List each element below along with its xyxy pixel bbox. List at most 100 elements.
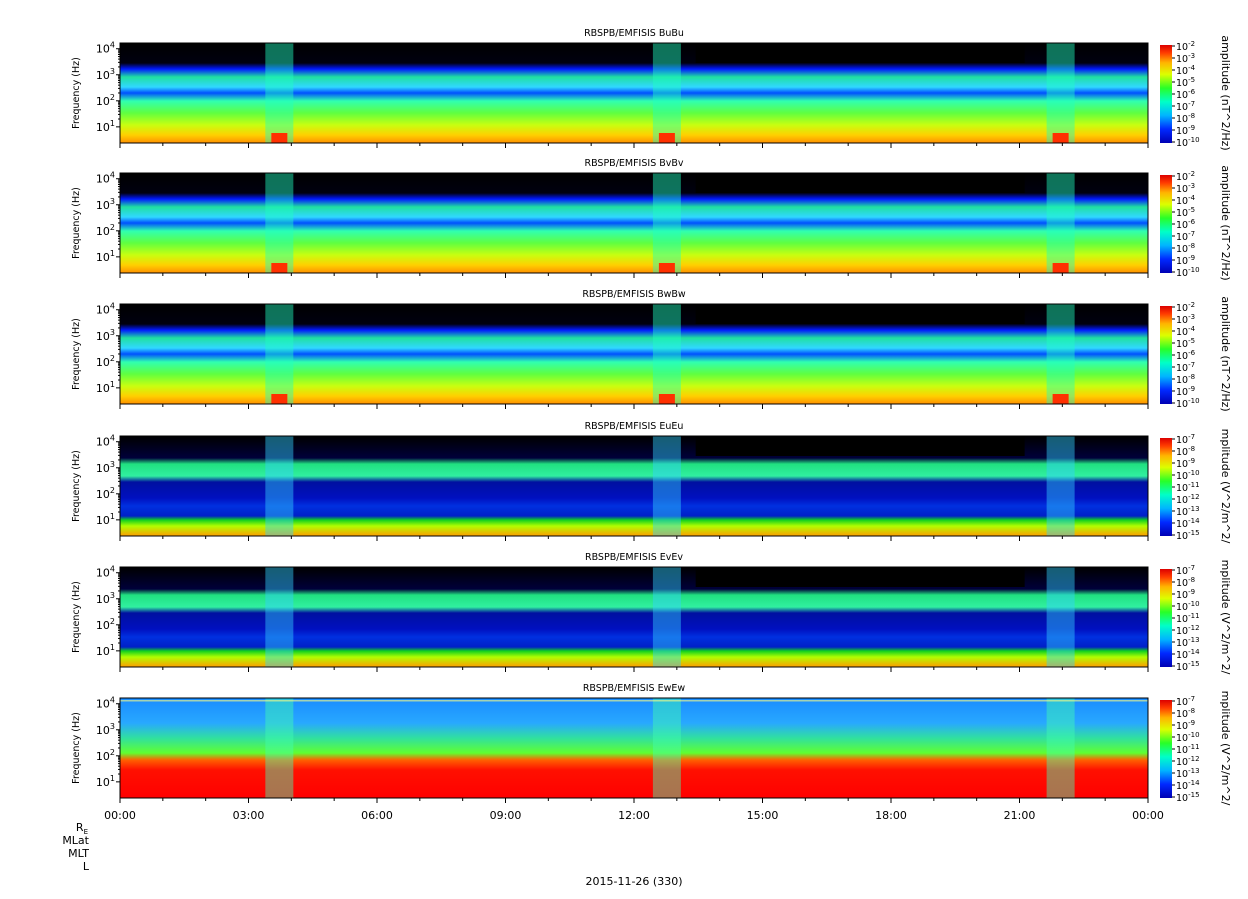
panel-title: RBSPB/EMFISIS BwBw — [582, 289, 686, 300]
panel-title: RBSPB/EMFISIS BuBu — [584, 28, 684, 39]
colorbar-tick-label: 10-14 — [1176, 517, 1200, 530]
colorbar-label: mplitude (V^2/m^2/ — [1219, 560, 1232, 675]
y-axis-label: Frequency (Hz) — [71, 712, 82, 784]
colorbar-tick-label: 10-7 — [1176, 695, 1195, 708]
perigee-feature — [1046, 567, 1075, 667]
colorbar-tick-label: 10-7 — [1176, 100, 1195, 113]
y-tick-label: 102 — [96, 486, 115, 501]
colorbar — [1160, 438, 1172, 536]
x-tick-label: 00:00 — [104, 809, 136, 822]
perigee-feature — [652, 173, 681, 273]
ephemeris-labels: RE MLat MLT L — [62, 821, 90, 873]
y-tick-label: 101 — [96, 643, 115, 658]
colorbar-tick-label: 10-7 — [1176, 361, 1195, 374]
y-axis-label: Frequency (Hz) — [71, 581, 82, 653]
perigee-feature — [652, 436, 681, 536]
colorbar-label: mplitude (V^2/m^2/ — [1219, 429, 1232, 544]
panel-title: RBSPB/EMFISIS EvEv — [585, 552, 683, 563]
y-tick-label: 104 — [96, 302, 115, 317]
colorbar-tick-label: 10-3 — [1176, 313, 1195, 326]
y-tick-label: 103 — [96, 591, 115, 606]
perigee-hotspot — [271, 394, 288, 404]
colorbar-tick-label: 10-14 — [1176, 648, 1200, 661]
perigee-hotspot — [658, 394, 675, 404]
y-axis-label: Frequency (Hz) — [71, 187, 82, 259]
colorbar — [1160, 306, 1172, 404]
x-tick-label: 15:00 — [747, 809, 779, 822]
colorbar-tick-label: 10-8 — [1176, 373, 1195, 386]
perigee-feature — [1046, 304, 1075, 404]
y-tick-label: 101 — [96, 512, 115, 527]
panel-5: RBSPB/EMFISIS EvEv 101 102 103 104 Frequency … — [71, 552, 1232, 675]
y-tick-label: 102 — [96, 748, 115, 763]
quiet-region — [695, 567, 1025, 587]
date-label: 2015-11-26 (330) — [585, 875, 682, 888]
x-tick-label: 09:00 — [490, 809, 522, 822]
row-label-l: L — [83, 860, 90, 873]
y-tick-label: 102 — [96, 617, 115, 632]
perigee-feature — [265, 567, 294, 667]
y-axis-label: Frequency (Hz) — [71, 450, 82, 522]
y-tick-label: 102 — [96, 354, 115, 369]
colorbar-tick-label: 10-3 — [1176, 182, 1195, 195]
colorbar-tick-label: 10-10 — [1176, 266, 1200, 279]
colorbar — [1160, 175, 1172, 273]
colorbar-tick-label: 10-15 — [1176, 660, 1200, 673]
line-feature — [120, 700, 1148, 702]
colorbar-tick-label: 10-8 — [1176, 576, 1195, 589]
perigee-feature — [265, 173, 294, 273]
y-tick-label: 103 — [96, 460, 115, 475]
perigee-feature — [652, 698, 681, 798]
y-tick-label: 102 — [96, 93, 115, 108]
colorbar-tick-label: 10-9 — [1176, 254, 1195, 267]
colorbar-tick-label: 10-10 — [1176, 600, 1200, 613]
y-tick-label: 104 — [96, 171, 115, 186]
quiet-region — [695, 173, 1025, 193]
colorbar-tick-label: 10-14 — [1176, 779, 1200, 792]
x-tick-label: 21:00 — [1004, 809, 1036, 822]
perigee-feature — [652, 43, 681, 143]
panel-1: RBSPB/EMFISIS BuBu 101 102 103 104 Frequency … — [71, 28, 1232, 151]
y-tick-label: 101 — [96, 119, 115, 134]
y-tick-label: 103 — [96, 67, 115, 82]
colorbar-tick-label: 10-7 — [1176, 433, 1195, 446]
row-label-mlat: MLat — [62, 834, 89, 847]
colorbar-tick-label: 10-10 — [1176, 397, 1200, 410]
row-label-mlt: MLT — [68, 847, 89, 860]
colorbar-tick-label: 10-8 — [1176, 445, 1195, 458]
perigee-hotspot — [1052, 133, 1069, 143]
colorbar-tick-label: 10-11 — [1176, 481, 1200, 494]
colorbar-tick-label: 10-8 — [1176, 242, 1195, 255]
y-tick-label: 103 — [96, 722, 115, 737]
y-tick-label: 104 — [96, 696, 115, 711]
colorbar-tick-label: 10-2 — [1176, 170, 1195, 183]
perigee-hotspot — [271, 133, 288, 143]
perigee-feature — [652, 567, 681, 667]
y-tick-label: 101 — [96, 249, 115, 264]
colorbar-tick-label: 10-6 — [1176, 349, 1196, 362]
perigee-feature — [1046, 436, 1075, 536]
colorbar-tick-label: 10-6 — [1176, 218, 1196, 231]
colorbar-tick-label: 10-7 — [1176, 564, 1195, 577]
quiet-region — [695, 43, 1025, 63]
colorbar-tick-label: 10-13 — [1176, 505, 1200, 518]
perigee-hotspot — [658, 133, 675, 143]
y-tick-label: 103 — [96, 197, 115, 212]
colorbar-tick-label: 10-9 — [1176, 719, 1195, 732]
x-tick-label: 00:00 — [1132, 809, 1164, 822]
colorbar-tick-label: 10-11 — [1176, 743, 1200, 756]
perigee-hotspot — [271, 263, 288, 273]
colorbar-tick-label: 10-9 — [1176, 457, 1195, 470]
panel-4: RBSPB/EMFISIS EuEu 101 102 103 104 Frequency … — [71, 421, 1232, 544]
x-tick-label: 12:00 — [618, 809, 650, 822]
perigee-hotspot — [658, 263, 675, 273]
colorbar — [1160, 45, 1172, 143]
colorbar-tick-label: 10-15 — [1176, 791, 1200, 804]
x-tick-label: 03:00 — [233, 809, 265, 822]
panel-title: RBSPB/EMFISIS EwEw — [583, 683, 686, 694]
colorbar-tick-label: 10-11 — [1176, 612, 1200, 625]
panel-3: RBSPB/EMFISIS BwBw 101 102 103 104 Frequency … — [71, 289, 1232, 412]
colorbar-tick-label: 10-4 — [1176, 64, 1196, 77]
colorbar-tick-label: 10-2 — [1176, 301, 1195, 314]
